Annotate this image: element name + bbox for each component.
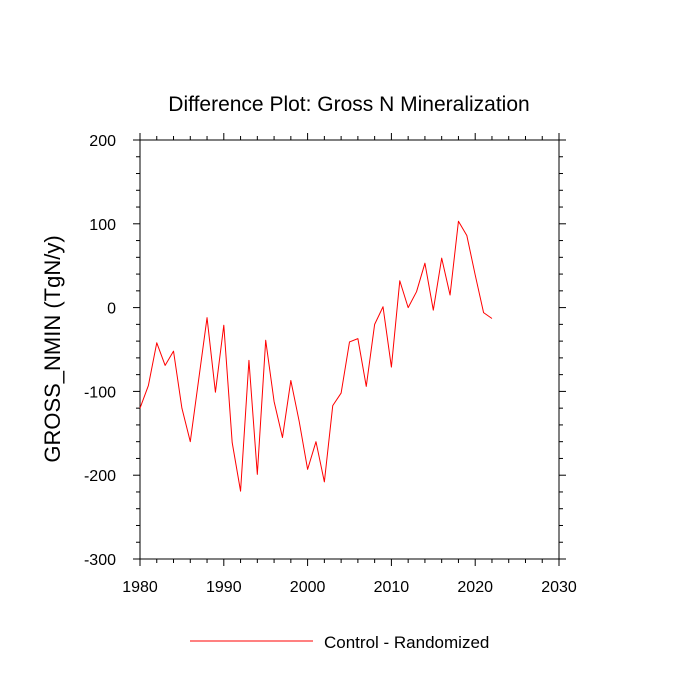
y-tick-label: 200 (89, 133, 116, 150)
axis-ticks (133, 133, 566, 566)
x-tick-label: 1980 (122, 579, 158, 596)
legend: Control - Randomized (190, 633, 489, 652)
chart-title: Difference Plot: Gross N Mineralization (168, 93, 529, 116)
y-tick-label: -200 (84, 468, 116, 485)
series-line-control-minus-randomized (139, 220, 493, 492)
legend-label: Control - Randomized (324, 633, 489, 652)
x-tick-label: 2020 (457, 579, 493, 596)
y-tick-label: 100 (89, 217, 116, 234)
series-layer (139, 220, 493, 492)
x-tick-label: 2010 (374, 579, 410, 596)
y-tick-label: -300 (84, 552, 116, 569)
x-tick-label: 2000 (290, 579, 326, 596)
y-tick-label: -100 (84, 384, 116, 401)
x-tick-label: 1990 (206, 579, 242, 596)
plot-frame (139, 139, 560, 560)
y-tick-label: 0 (107, 301, 116, 318)
axis-tick-labels: 1980 1990 2000 2010 2020 2030 -300 -200 -100 0 100… (84, 133, 577, 596)
x-tick-label: 2030 (541, 579, 577, 596)
y-axis-label: GROSS_NMIN (TgN/y) (40, 235, 65, 462)
